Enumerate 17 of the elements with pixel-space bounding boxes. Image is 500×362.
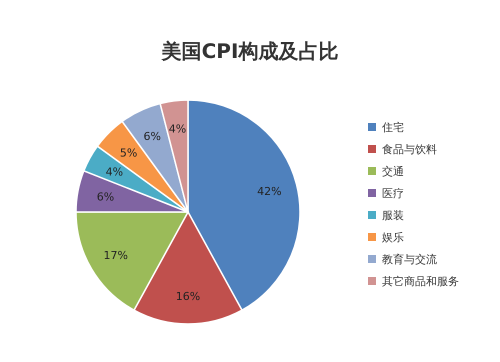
data-label: 6% [96,190,114,204]
legend-label: 服装 [382,209,404,222]
legend-label: 住宅 [382,121,404,134]
legend-label: 其它商品和服务 [382,275,459,288]
data-label: 4% [168,122,186,136]
legend-label: 食品与饮料 [382,143,437,156]
data-label: 17% [103,248,128,262]
data-label: 6% [144,130,161,143]
chart-title: 美国CPI构成及占比 [160,39,338,63]
data-label: 5% [120,146,138,160]
legend-label: 娱乐 [382,231,404,244]
data-label: 4% [106,166,124,179]
legend-label: 交通 [382,165,404,178]
data-label: 16% [176,290,200,303]
legend-label: 医疗 [382,187,404,200]
data-label: 42% [257,185,282,198]
legend-label: 教育与交流 [382,253,437,266]
